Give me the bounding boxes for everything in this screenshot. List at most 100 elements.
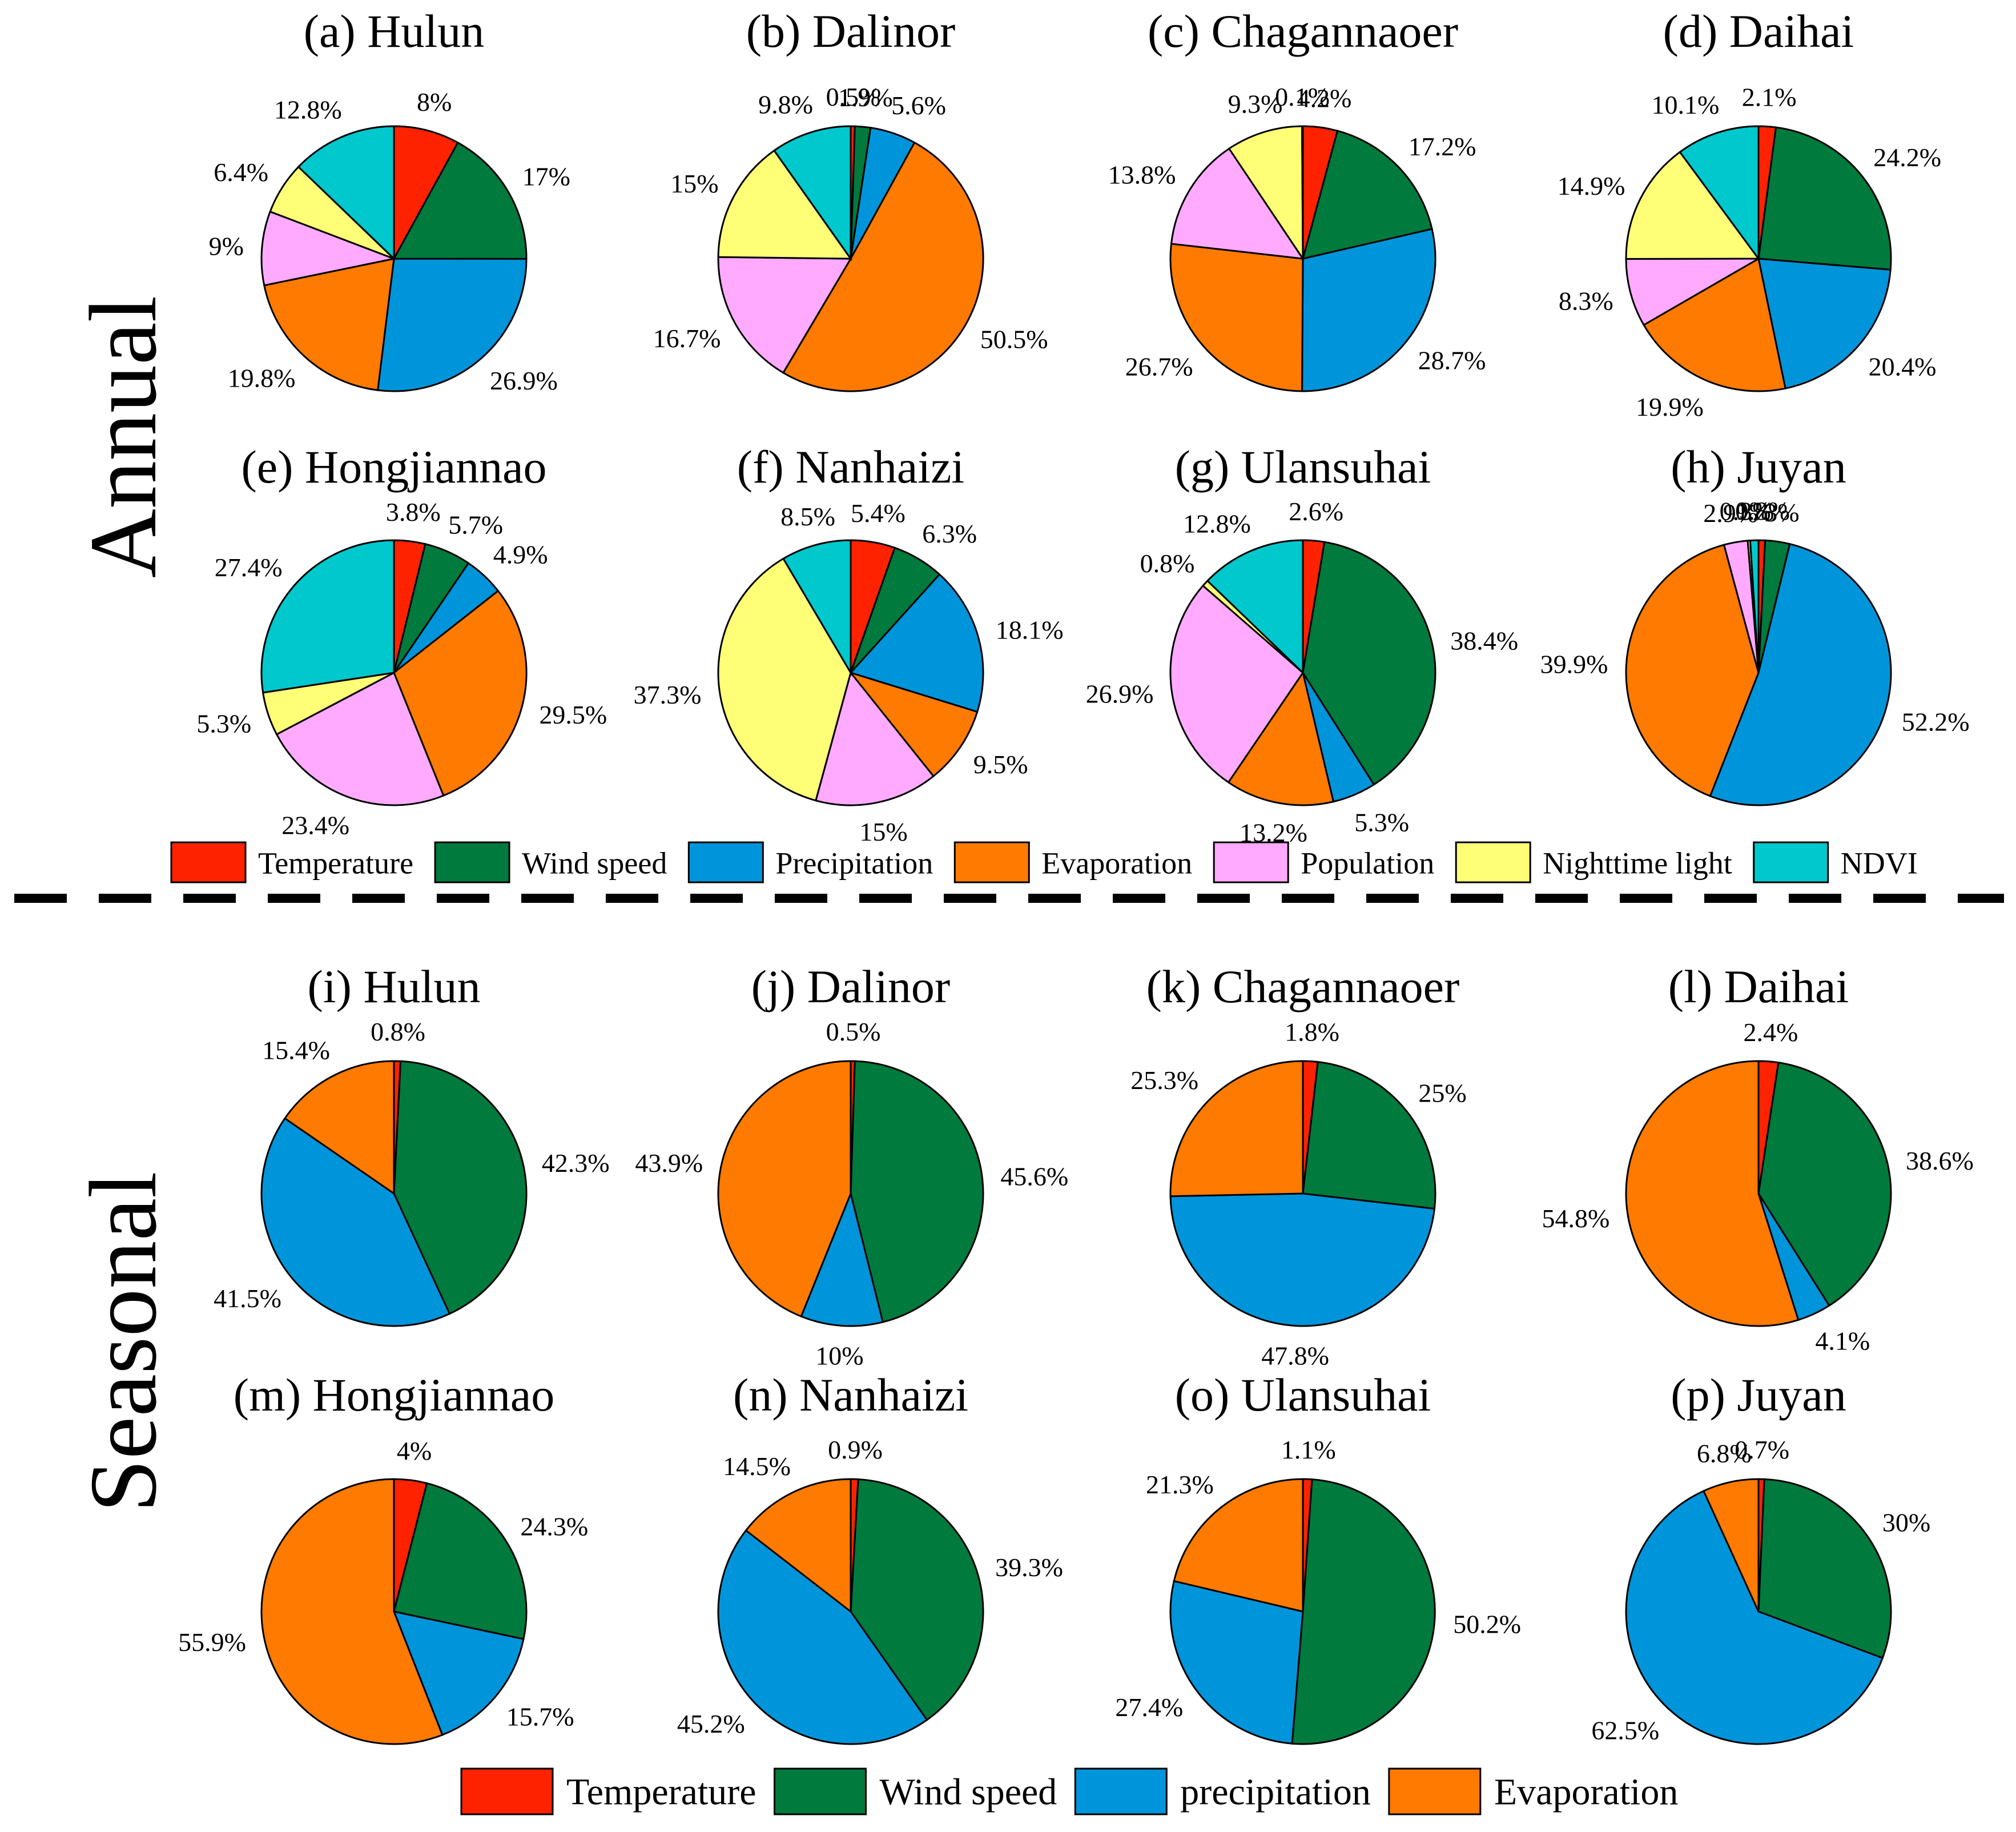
value-label: 4.2% bbox=[1297, 84, 1351, 113]
legend-item-temperature: Temperature bbox=[170, 841, 413, 883]
slice-evaporation bbox=[1643, 257, 1786, 392]
pie-title: (e) Hongjiannao bbox=[241, 441, 546, 493]
pie-c-chagannaoer: (c) Chagannaoer 4.2% 17.2% 28.7% 26.7% 13.8% 9… bbox=[1108, 5, 1486, 392]
slice-population bbox=[717, 256, 852, 374]
slice-population bbox=[1170, 147, 1305, 260]
value-label: 45.2% bbox=[677, 1709, 745, 1738]
value-label: 25.3% bbox=[1130, 1066, 1198, 1095]
section-label-seasonal: Seasonal bbox=[70, 1171, 176, 1512]
pie-k-chagannaoer: (k) Chagannaoer 1.8% 25% 47.8% 25.3% bbox=[1130, 961, 1466, 1371]
slice-precipitation bbox=[1625, 1489, 1884, 1745]
pie-title: (n) Nanhaizi bbox=[733, 1369, 968, 1421]
legend-label: Population bbox=[1301, 846, 1434, 881]
slice-evaporation bbox=[1625, 1060, 1800, 1327]
value-label: 50.5% bbox=[980, 325, 1048, 354]
value-label: 39.9% bbox=[1540, 649, 1608, 678]
value-label: 17% bbox=[522, 162, 570, 191]
pie-title: (l) Daihai bbox=[1668, 961, 1849, 1013]
value-label: 0.1% bbox=[1275, 82, 1330, 111]
slice-ndvi bbox=[297, 125, 395, 261]
pie-i-hulun: (i) Hulun 0.8% 42.3% 41.5% 15.4% bbox=[214, 961, 610, 1327]
slice-evaporation bbox=[260, 1478, 444, 1745]
value-label: 15% bbox=[859, 817, 907, 846]
legend-swatch bbox=[953, 841, 1030, 883]
slice-ndvi bbox=[1749, 539, 1760, 673]
value-label: 0.8% bbox=[1140, 549, 1195, 578]
value-label: 19.8% bbox=[228, 364, 296, 393]
slice-evaporation bbox=[1227, 670, 1335, 806]
value-label: 54.8% bbox=[1542, 1204, 1609, 1233]
legend-label: precipitation bbox=[1180, 1771, 1371, 1813]
value-label: 2.1% bbox=[1742, 83, 1797, 112]
value-label: 24.3% bbox=[520, 1512, 588, 1541]
slice-wind-speed bbox=[1291, 1478, 1436, 1745]
slice-ndvi bbox=[1679, 125, 1760, 262]
pie-title: (a) Hulun bbox=[304, 5, 485, 57]
value-label: 42.3% bbox=[542, 1148, 610, 1178]
slice-evaporation bbox=[393, 589, 528, 797]
value-label: 45.6% bbox=[1000, 1162, 1068, 1191]
legend-item-population: Population bbox=[1213, 841, 1434, 883]
slice-precipitation bbox=[260, 1117, 451, 1327]
value-label: 2.9% bbox=[1703, 499, 1758, 528]
slice-wind-speed bbox=[850, 1478, 984, 1721]
legend-seasonal: Temperature Wind speed precipitation Evapor… bbox=[460, 1767, 1678, 1815]
section-label-annual: Annual bbox=[70, 296, 176, 578]
slice-precipitation bbox=[849, 573, 984, 713]
value-label: 9.3% bbox=[1228, 90, 1283, 119]
pie-charts: (a) Hulun 8% 17% 26.9% 19.8% 9% 6.4% 12.8% (b) D… bbox=[178, 5, 1974, 1745]
legend-label: Temperature bbox=[258, 846, 413, 881]
pie-o-ulansuhai: (o) Ulansuhai 1.1% 50.2% 27.4% 21.3% bbox=[1115, 1369, 1521, 1745]
pie-f-nanhaizi: (f) Nanhaizi 5.4% 6.3% 18.1% 9.5% 15% 37.3% 8.5… bbox=[634, 441, 1064, 846]
value-label: 5.3% bbox=[1354, 808, 1409, 837]
legend-swatch bbox=[1213, 841, 1289, 883]
slice-population bbox=[1625, 258, 1762, 327]
slice-ndvi bbox=[772, 125, 852, 262]
slice-evaporation bbox=[782, 141, 984, 392]
slice-wind-speed bbox=[1302, 1060, 1436, 1210]
legend-annual: Temperature Wind speed Precipitation Evapor… bbox=[170, 841, 1918, 883]
value-label: 17.2% bbox=[1409, 132, 1476, 161]
value-label: 0.8% bbox=[1735, 496, 1790, 525]
slice-wind-speed bbox=[1757, 1478, 1892, 1660]
legend-label: Wind speed bbox=[522, 846, 667, 881]
value-label: 30% bbox=[1882, 1508, 1930, 1537]
value-label: 5.4% bbox=[851, 499, 906, 528]
slice-ndvi bbox=[1206, 539, 1304, 675]
value-label: 9.5% bbox=[973, 750, 1028, 779]
pie-title: (c) Chagannaoer bbox=[1148, 5, 1458, 57]
pie-title: (p) Juyan bbox=[1671, 1369, 1846, 1421]
legend-swatch bbox=[1074, 1767, 1168, 1815]
pie-title: (g) Ulansuhai bbox=[1175, 441, 1431, 493]
value-label: 4.1% bbox=[1815, 1327, 1870, 1356]
value-label: 14.5% bbox=[723, 1452, 791, 1481]
value-label: 1% bbox=[1736, 496, 1770, 525]
slice-evaporation bbox=[283, 1060, 395, 1195]
value-label: 23.4% bbox=[281, 811, 349, 840]
legend-item-wind-speed: Wind speed bbox=[434, 841, 667, 883]
value-label: 0.8% bbox=[371, 1017, 425, 1046]
slice-nighttime-light bbox=[1625, 151, 1760, 260]
pie-h-juyan: (h) Juyan 0.8%3% 52.2% 39.9% 2.9%0.3%1% bbox=[1540, 441, 1970, 806]
slice-nighttime-light bbox=[1228, 125, 1304, 262]
value-label: 5.3% bbox=[196, 709, 251, 738]
slice-wind-speed bbox=[393, 1482, 528, 1640]
slice-ndvi bbox=[782, 539, 852, 676]
slice-evaporation bbox=[263, 258, 395, 391]
legend-item-precipitation: Precipitation bbox=[687, 841, 933, 883]
pie-b-dalinor: (b) Dalinor 0.5%1.9%5.6% 50.5% 16.7% 15% 9.8% bbox=[653, 5, 1048, 392]
slice-precipitation bbox=[1169, 1192, 1436, 1327]
value-label: 28.7% bbox=[1418, 346, 1486, 375]
value-label: 24.2% bbox=[1873, 143, 1941, 172]
pie-title: (o) Ulansuhai bbox=[1175, 1369, 1431, 1421]
slice-wind-speed bbox=[850, 1060, 984, 1323]
slice-nighttime-light bbox=[717, 149, 852, 260]
legend-swatch bbox=[1753, 841, 1829, 883]
value-label: 8.3% bbox=[1559, 287, 1613, 316]
slice-evaporation bbox=[717, 1060, 852, 1318]
slice-evaporation bbox=[1702, 1478, 1760, 1612]
slice-nighttime-light bbox=[717, 557, 852, 802]
value-label: 19.9% bbox=[1636, 392, 1704, 421]
slice-evaporation bbox=[1173, 1478, 1304, 1613]
value-label: 3.8% bbox=[386, 497, 441, 527]
